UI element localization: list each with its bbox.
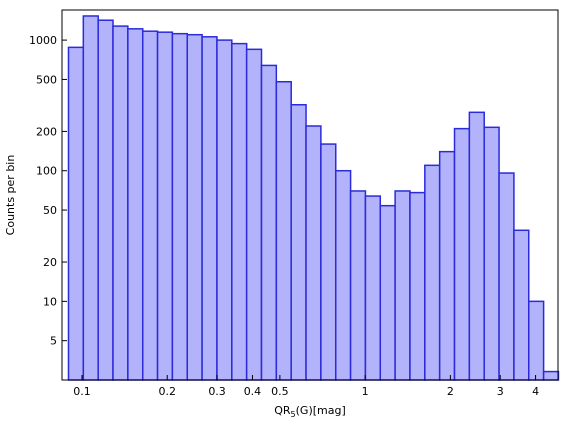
histogram-bars xyxy=(67,15,560,381)
x-tick-label: 3 xyxy=(497,385,504,398)
histogram-bar xyxy=(141,30,159,381)
x-tick-label: 0.5 xyxy=(271,385,289,398)
histogram-bar xyxy=(320,143,337,381)
histogram-bar xyxy=(394,190,411,381)
y-tick-label: 50 xyxy=(43,204,57,217)
y-tick-label: 100 xyxy=(36,165,57,178)
y-tick-label: 1000 xyxy=(29,34,57,47)
histogram-bar xyxy=(424,164,441,381)
histogram-bar xyxy=(542,370,560,381)
histogram-bar xyxy=(67,46,85,381)
histogram-bar xyxy=(438,150,456,381)
x-tick-label: 2 xyxy=(447,385,454,398)
histogram-bar xyxy=(82,15,99,381)
x-axis-ticks: 0.1 0.2 0.3 0.4 0.5 1 2 3 4 xyxy=(73,375,539,398)
y-tick-label: 200 xyxy=(36,125,57,138)
histogram-bar xyxy=(171,32,189,381)
histogram-bar xyxy=(290,103,307,381)
histogram-bar xyxy=(231,42,248,381)
histogram-bar xyxy=(468,111,485,381)
histogram-bar xyxy=(127,28,144,381)
histogram-bar xyxy=(275,80,292,381)
x-tick-label: 1 xyxy=(362,385,369,398)
histogram-bar xyxy=(513,229,530,381)
histogram-bar xyxy=(201,36,218,381)
histogram-bar xyxy=(364,195,382,381)
histogram-bar xyxy=(260,64,278,381)
histogram-bar xyxy=(186,33,203,381)
histogram-bar xyxy=(349,190,367,381)
y-axis-label: Counts per bin xyxy=(4,155,17,236)
y-tick-label: 10 xyxy=(43,295,57,308)
x-tick-label: 0.1 xyxy=(73,385,91,398)
x-tick-label: 4 xyxy=(532,385,539,398)
histogram-bar xyxy=(498,172,515,381)
histogram-bar xyxy=(379,204,396,381)
y-tick-label: 5 xyxy=(50,335,57,348)
y-tick-label: 20 xyxy=(43,256,57,269)
histogram-bar xyxy=(334,169,352,381)
y-axis-ticks: 5 10 20 50 100 200 500 1000 xyxy=(29,34,67,348)
histogram-bar xyxy=(156,31,174,381)
histogram-bar xyxy=(409,191,426,381)
histogram-bar xyxy=(97,19,114,381)
histogram-bar xyxy=(528,300,545,381)
x-tick-label: 0.2 xyxy=(158,385,176,398)
x-tick-label: 0.3 xyxy=(208,385,226,398)
histogram-bar xyxy=(216,39,233,381)
x-tick-label: 0.4 xyxy=(244,385,262,398)
x-axis-label: QR5(G)[mag] xyxy=(274,404,346,419)
y-tick-label: 500 xyxy=(36,73,57,86)
histogram-bar xyxy=(305,125,322,381)
plot-frame xyxy=(61,9,559,381)
histogram-bar xyxy=(245,48,263,381)
histogram-bar xyxy=(453,127,471,381)
histogram-bar xyxy=(483,126,500,381)
histogram-bar xyxy=(112,25,129,381)
